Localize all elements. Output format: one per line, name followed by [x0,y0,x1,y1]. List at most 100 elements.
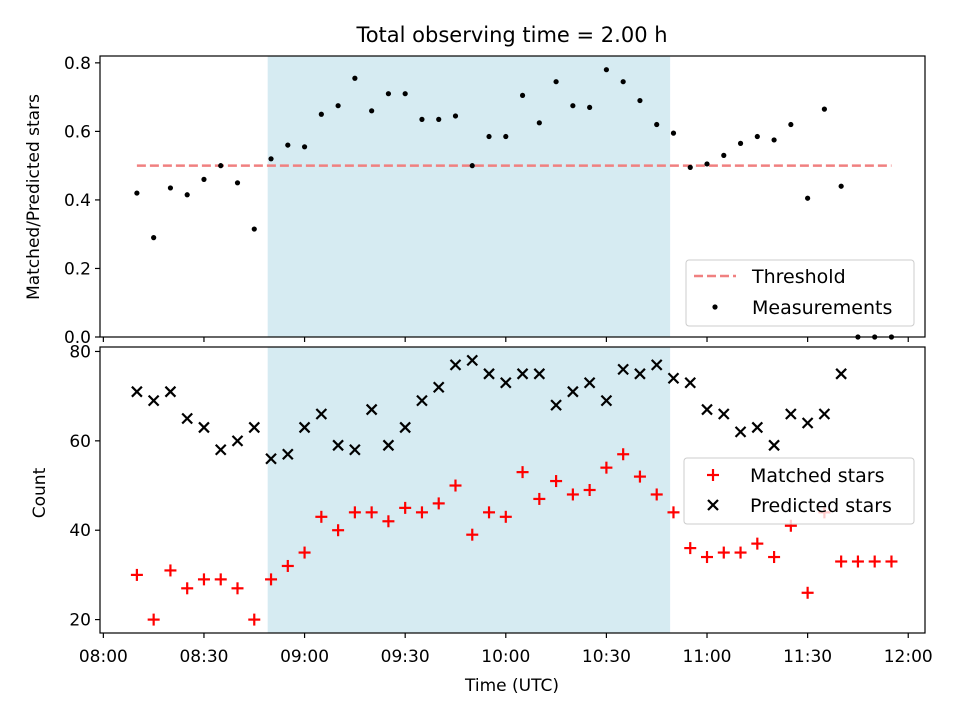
measurement-point [436,116,442,122]
matched-star-point [851,555,864,568]
ratio-ytick-label: 0.4 [64,191,91,211]
observing-window-span [267,347,671,633]
count-y-axis-label: Count [30,467,50,518]
x-tick-label: 11:30 [783,647,832,667]
measurement-point [318,111,324,117]
ratio-ytick-label: 0.8 [64,54,91,74]
ratio-plot-frame [99,55,926,338]
matched-star-point [617,448,630,461]
measurement-point [469,163,475,169]
legend-matched-label: Matched stars [750,465,884,487]
matched-star-point [265,573,278,586]
count-panel: 20 40 60 80 08:00 08:30 09:00 09:30 10:00 10:30 1… [30,342,933,696]
ratio-ytick-label: 0.0 [64,328,91,348]
matched-star-point [885,555,898,568]
matched-star-point [583,484,596,496]
predicted-star-point [801,417,814,429]
measurement-point [201,176,207,182]
matched-star-point [483,506,496,519]
measurement-point [805,195,811,201]
x-axis-label: Time (UTC) [464,676,559,696]
x-tick-label: 10:00 [481,647,530,667]
measurement-point [402,91,408,97]
measurement-point [553,79,559,85]
matched-star-point [751,537,764,550]
count-ytick-label: 80 [69,342,91,362]
measurement-point [754,133,760,140]
measurement-point [587,104,593,111]
measurement-point [620,79,626,85]
predicted-star-point [416,394,428,407]
predicted-star-point [768,439,780,452]
predicted-star-point [449,359,462,371]
predicted-star-point [164,385,177,398]
matched-star-point [650,488,663,501]
matched-star-point [231,582,244,595]
measurement-point [218,163,224,169]
predicted-star-point [500,376,512,389]
legend-predicted-label: Predicted stars [750,495,892,517]
x-tick-label: 08:30 [179,647,228,667]
legend-measurements-swatch [712,304,718,310]
predicted-star-point [751,421,764,434]
measurement-point [335,103,341,109]
measurement-point [268,156,274,162]
legend-matched-swatch [707,469,719,481]
x-tick-label: 09:30 [381,647,430,667]
measurement-point [151,235,157,241]
x-tick-label: 12:00 [884,647,933,667]
measurement-point [654,121,660,128]
x-tick-label: 10:30 [582,647,631,667]
matched-star-point [298,546,311,559]
predicted-star-point [650,359,663,371]
measurement-point [352,75,358,81]
matched-star-point [147,613,160,626]
predicted-star-point [198,421,210,434]
predicted-star-point [432,381,445,393]
matched-star-point [801,586,814,599]
predicted-star-point [667,372,680,385]
measurement-point [603,67,610,73]
matched-star-point [214,573,227,586]
ratio-ytick-label: 0.2 [64,259,91,279]
measurement-point [234,180,241,186]
matched-star-point [248,613,261,626]
predicted-star-point [315,408,328,420]
measurement-point [670,130,677,136]
matched-star-point [348,506,361,519]
predicted-star-point [131,385,143,398]
count-legend-box [683,457,915,525]
matched-star-point [835,555,848,568]
measurement-point [788,121,794,128]
predicted-star-point [231,435,244,447]
matched-star-point [684,542,697,555]
x-tick-label: 08:00 [79,647,128,667]
observing-window-span [267,56,671,337]
matched-star-point [164,564,177,577]
matched-star-point [566,488,579,501]
predicted-star-point [684,376,697,389]
matched-star-point [432,497,445,510]
predicted-star-point [701,403,713,416]
predicted-star-point [365,403,378,416]
predicted-star-point [516,368,529,380]
measurement-point [737,140,744,146]
measurement-point [184,192,190,198]
chart-title: Total observing time = 2.00 h [355,23,667,47]
matched-star-point [701,551,714,564]
predicted-star-point [600,394,613,407]
legend-threshold-label: Threshold [751,266,846,288]
predicted-star-point [718,408,730,420]
matched-star-point [332,524,345,537]
measurement-point [369,108,375,114]
measurement-point [637,97,643,104]
predicted-star-point [214,444,227,456]
matched-star-point [768,551,781,564]
measurement-point [704,161,710,167]
predicted-star-point [533,368,546,380]
measurement-point [519,92,526,99]
count-ytick-label: 40 [69,521,91,541]
matched-star-point [197,573,210,586]
measurement-point [838,183,844,189]
measurement-point [503,133,509,140]
